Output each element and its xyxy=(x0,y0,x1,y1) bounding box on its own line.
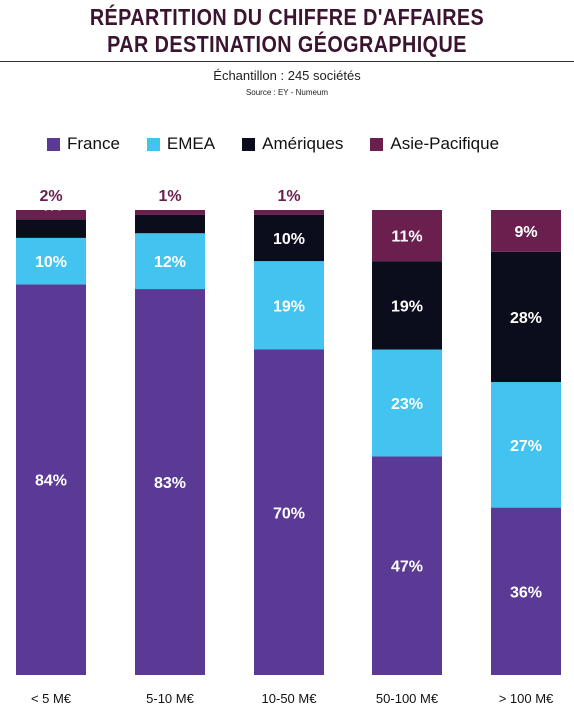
value-label-5-10-m-ameriques: 4% xyxy=(158,193,181,210)
bar-5-m-emea xyxy=(16,237,86,285)
chart-legend: France EMEA Amériques Asie-Pacifique xyxy=(47,134,526,154)
value-label-5-m-ameriques: 4% xyxy=(39,197,62,214)
category-label-100-m: > 100 M€ xyxy=(499,691,554,706)
bar-5-m-asie-pacifique xyxy=(16,210,86,220)
value-label-50-100-m-france: 47% xyxy=(391,559,423,576)
bar-10-50-m-emea xyxy=(254,261,324,350)
value-label-5-10-m-france: 83% xyxy=(154,475,186,492)
legend-swatch-asie-pacifique xyxy=(370,137,384,151)
bar-10-50-m-asie-pacifique xyxy=(254,210,324,215)
chart-source: Source : EY - Numeum xyxy=(245,88,329,97)
value-label-10-50-m-emea: 19% xyxy=(273,298,305,315)
category-label-5-10-m: 5-10 M€ xyxy=(146,691,194,706)
value-label-5-10-m-asie-pacifique: 1% xyxy=(158,188,181,205)
value-label-5-m-emea: 10% xyxy=(35,254,67,271)
legend-label-ameriques: Amériques xyxy=(262,134,344,153)
chart-title: RÉPARTITION DU CHIFFRE D'AFFAIRES PAR DE… xyxy=(0,4,574,58)
legend-item-asie-pacifique: Asie-Pacifique xyxy=(370,134,499,154)
bar-5-m-ameriques xyxy=(16,219,86,238)
category-label-5-m: < 5 M€ xyxy=(31,691,72,706)
chart-title-line-2: PAR DESTINATION GÉOGRAPHIQUE xyxy=(107,31,467,57)
value-label-10-50-m-asie-pacifique: 1% xyxy=(277,188,300,205)
bar-10-50-m-france xyxy=(254,349,324,675)
bar-5-10-m-france xyxy=(135,289,205,675)
bar-100-m-asie-pacifique xyxy=(491,210,561,252)
value-label-10-50-m-france: 70% xyxy=(273,505,305,522)
bar-100-m-ameriques xyxy=(491,251,561,383)
legend-label-emea: EMEA xyxy=(166,134,216,153)
value-label-5-m-france: 84% xyxy=(35,473,67,490)
chart-subtitle: Échantillon : 245 sociétés xyxy=(213,68,361,83)
value-label-5-10-m-emea: 12% xyxy=(154,254,186,271)
legend-item-ameriques: Amériques xyxy=(242,134,343,154)
bar-50-100-m-emea xyxy=(372,349,442,457)
bar-5-10-m-ameriques xyxy=(135,214,205,234)
value-label-100-m-france: 36% xyxy=(510,584,542,601)
title-divider xyxy=(0,61,574,62)
category-label-10-50-m: 10-50 M€ xyxy=(262,691,318,706)
value-label-50-100-m-ameriques: 19% xyxy=(391,298,423,315)
legend-swatch-france xyxy=(47,137,60,151)
category-label-50-100-m: 50-100 M€ xyxy=(376,691,439,706)
value-label-100-m-emea: 27% xyxy=(510,438,542,455)
value-label-50-100-m-emea: 23% xyxy=(391,396,423,413)
bar-50-100-m-asie-pacifique xyxy=(372,210,442,262)
chart-title-line-1: RÉPARTITION DU CHIFFRE D'AFFAIRES xyxy=(89,4,485,30)
legend-swatch-ameriques xyxy=(242,137,256,151)
value-label-50-100-m-asie-pacifique: 11% xyxy=(391,229,422,246)
bar-100-m-france xyxy=(491,507,561,675)
value-label-5-m-asie-pacifique: 2% xyxy=(39,188,62,205)
bar-50-100-m-ameriques xyxy=(372,261,442,350)
legend-label-france: France xyxy=(67,134,120,153)
bar-50-100-m-france xyxy=(372,456,442,675)
value-label-10-50-m-ameriques: 10% xyxy=(273,231,305,248)
bar-100-m-emea xyxy=(491,382,561,508)
bar-5-m-france xyxy=(16,284,86,675)
bar-10-50-m-ameriques xyxy=(254,214,324,262)
legend-label-asie-pacifique: Asie-Pacifique xyxy=(390,134,500,153)
bar-5-10-m-emea xyxy=(135,233,205,290)
legend-swatch-emea xyxy=(146,137,160,151)
legend-item-emea: EMEA xyxy=(146,134,216,154)
bar-5-10-m-asie-pacifique xyxy=(135,210,205,215)
value-label-100-m-ameriques: 28% xyxy=(510,310,542,327)
value-label-100-m-asie-pacifique: 9% xyxy=(514,224,537,241)
legend-item-france: France xyxy=(47,134,120,154)
